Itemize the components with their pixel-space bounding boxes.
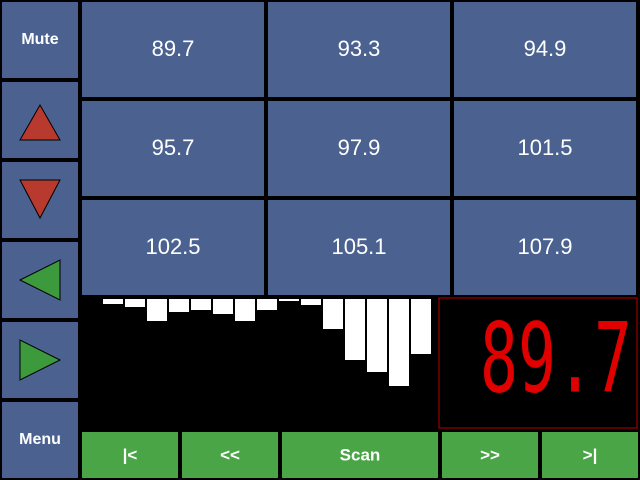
transport-label: >| <box>583 445 598 464</box>
preset-label: 107.9 <box>517 234 572 259</box>
preset-label: 95.7 <box>152 135 195 160</box>
frequency-readout: 89.7 <box>480 302 632 414</box>
transport-button[interactable] <box>280 430 440 480</box>
preset-button[interactable] <box>266 198 452 297</box>
signal-bar <box>279 299 299 301</box>
menu-label: Menu <box>19 431 61 448</box>
signal-bar <box>191 299 211 310</box>
side-panel: Mute Menu <box>0 0 80 480</box>
left-arrow <box>18 259 61 301</box>
frequency-display <box>438 297 638 429</box>
preset-button[interactable] <box>80 99 266 198</box>
preset-button[interactable] <box>80 198 266 297</box>
preset-label: 94.9 <box>524 36 567 61</box>
preset-button[interactable] <box>452 0 638 99</box>
transport-button[interactable] <box>80 430 180 480</box>
signal-bar <box>213 299 233 314</box>
down-arrow <box>19 179 61 220</box>
preset-button[interactable] <box>452 198 638 297</box>
signal-bar <box>345 299 365 360</box>
signal-bar <box>323 299 343 329</box>
signal-bar <box>389 299 409 386</box>
preset-label: 89.7 <box>152 36 195 61</box>
signal-graph <box>80 297 438 430</box>
preset-label: 102.5 <box>145 234 200 259</box>
transport-button[interactable] <box>180 430 280 480</box>
signal-bar <box>301 299 321 305</box>
transport-label: |< <box>123 445 138 464</box>
signal-bar <box>367 299 387 372</box>
preset-button[interactable] <box>452 99 638 198</box>
signal-bar <box>125 299 145 307</box>
right-arrow <box>19 339 62 381</box>
signal-bar <box>235 299 255 321</box>
signal-bar <box>147 299 167 321</box>
preset-button[interactable] <box>266 99 452 198</box>
mute-button[interactable] <box>0 0 80 80</box>
transport-label: Scan <box>340 445 381 464</box>
transport-button[interactable] <box>440 430 540 480</box>
transport-button[interactable] <box>540 430 640 480</box>
signal-bar <box>411 299 431 354</box>
up-arrow <box>19 103 61 141</box>
transport-bar: |< << Scan >> >| <box>80 430 640 480</box>
right-button[interactable] <box>0 320 80 400</box>
transport-label: << <box>220 445 240 464</box>
preset-label: 101.5 <box>517 135 572 160</box>
preset-label: 93.3 <box>338 36 381 61</box>
preset-label: 105.1 <box>331 234 386 259</box>
signal-bar <box>103 299 123 304</box>
mute-label: Mute <box>21 31 58 48</box>
preset-button[interactable] <box>266 0 452 99</box>
signal-bar <box>169 299 189 312</box>
transport-label: >> <box>480 445 500 464</box>
menu-button[interactable] <box>0 400 80 480</box>
signal-bar <box>257 299 277 310</box>
preset-grid: 89.7 93.3 94.9 95.7 97.9 101.5 102.5 105.1 107.9 <box>80 0 638 297</box>
preset-button[interactable] <box>80 0 266 99</box>
preset-label: 97.9 <box>338 135 381 160</box>
